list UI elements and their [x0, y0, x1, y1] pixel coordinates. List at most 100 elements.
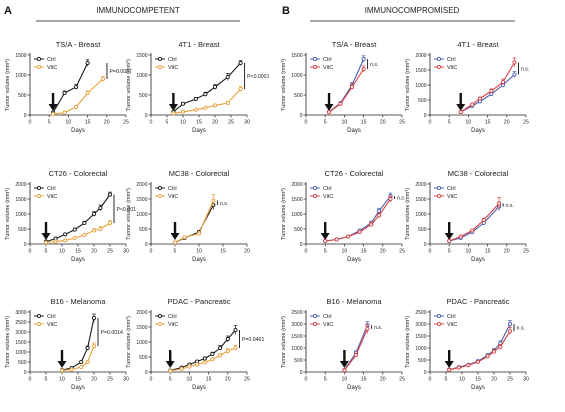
legend-marker	[312, 313, 318, 319]
x-axis-label: Days	[192, 257, 206, 263]
x-tick-label: 15	[361, 377, 367, 383]
y-tick-label: 0	[300, 242, 303, 248]
data-point	[485, 354, 490, 359]
data-point	[193, 96, 198, 102]
x-tick-label: 15	[485, 249, 491, 255]
x-tick-label: 15	[361, 120, 367, 126]
series-vitc	[171, 86, 243, 116]
y-tick-label: 0	[300, 113, 303, 119]
data-point	[74, 84, 79, 90]
data-point	[50, 112, 56, 117]
data-point	[466, 363, 471, 368]
legend-marker	[157, 321, 163, 327]
y-tick-label: 2000	[15, 182, 26, 188]
series-line	[61, 345, 95, 371]
y-axis-label: Tumor volume (mm³)	[281, 316, 287, 368]
legend-label: Ctrl	[168, 57, 177, 63]
series-vitc	[50, 76, 106, 117]
treatment-arrow-head	[48, 104, 58, 111]
x-tick-label: 0	[29, 249, 32, 255]
series-vitc	[323, 195, 393, 244]
data-point	[98, 226, 103, 232]
series-line	[460, 62, 515, 113]
series-ctrl	[43, 191, 113, 244]
legend-label: VitC	[323, 194, 333, 200]
x-tick-label: 25	[244, 377, 250, 383]
series-vitc	[168, 344, 238, 373]
data-point	[107, 192, 113, 197]
x-axis-label: Days	[347, 257, 361, 263]
y-tick-label: 0	[24, 370, 27, 376]
x-tick-label: 0	[150, 120, 153, 126]
data-point	[203, 105, 208, 110]
data-point	[63, 232, 68, 237]
data-point	[388, 196, 393, 202]
legend-marker	[436, 193, 442, 199]
data-point	[350, 84, 355, 90]
series-vitc	[342, 323, 370, 373]
data-point	[91, 228, 97, 233]
y-tick-label: 500	[418, 98, 427, 104]
x-tick-label: 5	[448, 249, 451, 255]
x-tick-label: 30	[123, 249, 129, 255]
data-point	[233, 327, 238, 333]
x-tick-label: 5	[445, 377, 448, 383]
series-line	[449, 330, 511, 371]
data-point	[91, 211, 97, 217]
significance-label: P<0.001	[117, 207, 137, 213]
series-line	[325, 195, 391, 242]
data-point	[82, 232, 87, 238]
x-tick-label: 20	[504, 120, 510, 126]
panel-title-immunocompetent: IMMUNOCOMPETENT	[96, 6, 180, 15]
y-tick-label: 1000	[136, 212, 147, 218]
data-point	[376, 208, 382, 214]
significance-label: n.s.	[521, 67, 529, 73]
data-point	[507, 329, 513, 334]
data-point	[346, 234, 351, 239]
series-vitc	[59, 342, 97, 373]
legend-label: Ctrl	[323, 186, 332, 192]
x-tick-label: 5	[48, 120, 51, 126]
legend-label: Ctrl	[168, 186, 177, 192]
y-tick-label: 1500	[15, 340, 26, 346]
legend-marker	[157, 185, 163, 191]
data-point	[491, 349, 497, 354]
significance-label: P=0.0007	[109, 69, 131, 75]
series-vitc	[172, 194, 216, 245]
y-tick-label: 1000	[15, 73, 26, 79]
data-point	[182, 235, 187, 240]
chart-title: 4T1 - Breast	[457, 40, 499, 49]
x-tick-label: 10	[459, 377, 465, 383]
legend-label: VitC	[168, 194, 178, 200]
treatment-arrow-head	[444, 361, 454, 368]
legend-label: VitC	[323, 65, 333, 71]
legend-label: VitC	[447, 322, 457, 328]
y-tick-label: 1000	[291, 73, 302, 79]
chart-title: TS/A - Breast	[56, 40, 102, 49]
treatment-arrow-head	[324, 104, 334, 111]
y-tick-label: 500	[418, 227, 427, 233]
chart-title: B16 - Melanoma	[50, 297, 106, 306]
treatment-arrow-head	[57, 361, 67, 368]
x-tick-label: 10	[66, 120, 72, 126]
legend-label: Ctrl	[47, 314, 56, 320]
treatment-arrow-head	[41, 233, 51, 240]
legend-marker	[312, 64, 318, 70]
legend-marker	[36, 321, 42, 327]
chart-title: CT26 - Colorectal	[49, 169, 108, 178]
data-point	[342, 368, 347, 373]
x-tick-label: 5	[166, 120, 169, 126]
legend-marker	[36, 64, 42, 70]
data-point	[477, 96, 482, 101]
x-tick-label: 20	[91, 249, 97, 255]
data-point	[447, 238, 452, 244]
series-vitc	[447, 327, 513, 372]
x-tick-label: 10	[342, 120, 348, 126]
y-axis-label: Tumor volume (mm³)	[405, 316, 411, 368]
x-tick-label: 15	[485, 120, 491, 126]
data-point	[179, 366, 184, 372]
legend-label: Ctrl	[168, 314, 177, 320]
legend-label: Ctrl	[323, 57, 332, 63]
treatment-arrow-head	[444, 233, 454, 240]
